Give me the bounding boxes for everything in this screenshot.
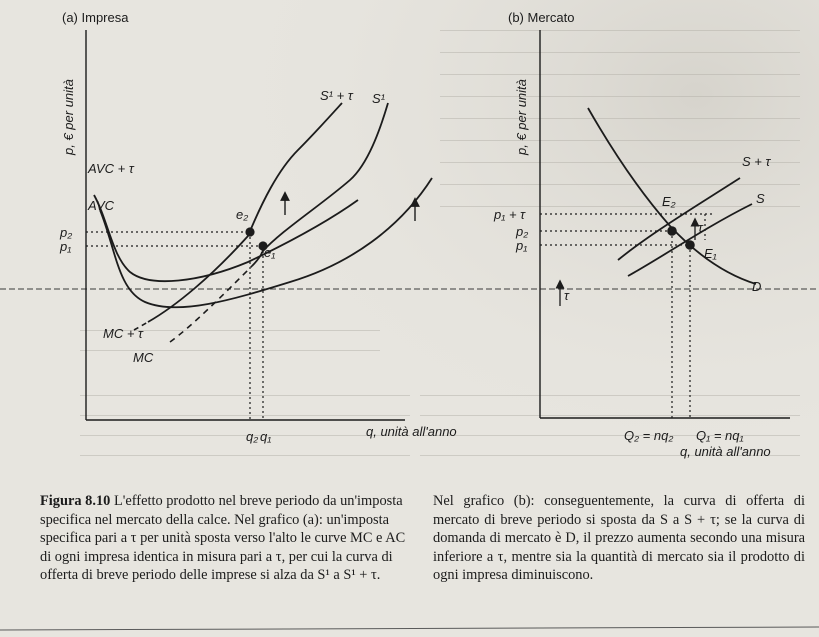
- curve-mc-plus-tau-dashed: [133, 321, 149, 331]
- tick-p1-plus-tau: p₁ + τ: [493, 207, 526, 222]
- label-s1: S¹: [372, 91, 386, 106]
- curve-mc-plus-tau: [147, 235, 249, 323]
- caption-right-text: Nel grafico (b): conseguentemente, la cu…: [433, 493, 805, 584]
- point-e2: [245, 227, 255, 237]
- label-mc-plus-tau: MC + τ: [103, 326, 144, 341]
- panel-a-title: (a) Impresa: [62, 10, 129, 25]
- tick-p2-b: p₂: [515, 224, 528, 239]
- curve-mc: [251, 251, 263, 267]
- panel-b-x-axis-label: q, unità all'anno: [680, 444, 771, 459]
- tau-label-low: τ: [564, 288, 570, 303]
- label-s-plus-tau: S + τ: [742, 154, 771, 169]
- curve-s1: [261, 102, 389, 253]
- panel-b-y-axis-label: p, € per unità: [514, 79, 529, 156]
- tick-q2: q₂: [246, 429, 258, 444]
- tick-Q2: Q₂ = nq₂: [624, 428, 673, 443]
- page-bottom-edge: [0, 626, 819, 631]
- tau-label-market: τ: [698, 220, 704, 235]
- figure-caption-left: Figura 8.10 L'effetto prodotto nel breve…: [40, 492, 418, 585]
- tick-p2: p₂: [59, 225, 72, 240]
- panel-a-impresa: (a) Impresa p, € per unità q, unità all'…: [59, 10, 457, 444]
- curve-s1-plus-tau: [247, 102, 343, 237]
- curve-demand: [587, 107, 757, 285]
- curve-avc: [99, 177, 433, 309]
- caption-left-text: L'effetto prodotto nel breve periodo da …: [40, 493, 406, 584]
- label-E2: E₂: [662, 194, 676, 209]
- label-mc: MC: [133, 350, 154, 365]
- figure-number: Figura 8.10: [40, 493, 111, 509]
- label-avc-plus-tau: AVC + τ: [87, 161, 135, 176]
- label-d: D: [752, 279, 761, 294]
- tick-q1: q₁: [260, 429, 271, 444]
- tick-p1-b: p₁: [515, 238, 527, 253]
- point-e1: [258, 241, 268, 251]
- label-E1: E₁: [704, 246, 717, 261]
- panel-b-mercato: (b) Mercato p, € per unità q, unità all'…: [493, 10, 790, 459]
- panel-a-y-axis-label: p, € per unità: [61, 79, 76, 156]
- curve-s: [627, 203, 753, 277]
- show-through-texture: [80, 30, 800, 456]
- panel-a-x-axis-label: q, unità all'anno: [366, 424, 457, 439]
- label-e1: e₁: [264, 245, 275, 260]
- curve-s-plus-tau: [617, 177, 741, 261]
- label-s: S: [756, 191, 765, 206]
- tick-Q1: Q₁ = nq₁: [696, 428, 744, 443]
- label-s1-plus-tau: S¹ + τ: [320, 88, 354, 103]
- point-E1: [685, 240, 695, 250]
- figure-caption-right: Nel grafico (b): conseguentemente, la cu…: [433, 492, 805, 585]
- curve-avc-plus-tau: [93, 194, 359, 283]
- label-avc: AVC: [87, 198, 115, 213]
- panel-b-title: (b) Mercato: [508, 10, 574, 25]
- point-E2: [667, 226, 677, 236]
- tick-p1: p₁: [59, 239, 71, 254]
- label-e2: e₂: [236, 207, 248, 222]
